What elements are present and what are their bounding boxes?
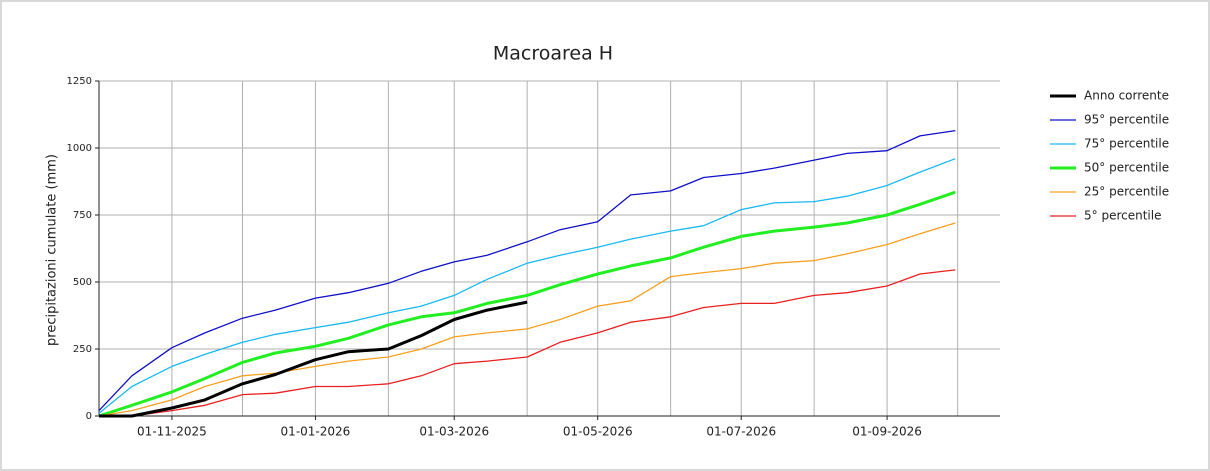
y-tick-label: 0 xyxy=(86,411,92,422)
y-tick-label: 500 xyxy=(73,277,92,288)
x-tick-label: 01-07-2026 xyxy=(706,425,776,439)
x-tick-label: 01-01-2026 xyxy=(281,425,351,439)
y-tick-label: 1000 xyxy=(67,143,92,154)
y-tick-label: 250 xyxy=(73,344,92,355)
legend-label: 75° percentile xyxy=(1084,137,1169,151)
series-line xyxy=(99,300,528,418)
series-line xyxy=(98,158,956,414)
legend-label: 50° percentile xyxy=(1084,161,1169,175)
series-line xyxy=(99,269,956,417)
series-line xyxy=(98,190,956,418)
legend-label: 5° percentile xyxy=(1084,209,1161,223)
x-tick-label: 01-03-2026 xyxy=(419,425,489,439)
y-tick-label: 1250 xyxy=(67,76,92,87)
legend-label: 95° percentile xyxy=(1084,113,1169,127)
y-tick-label: 750 xyxy=(73,210,92,221)
x-tick-label: 01-11-2025 xyxy=(137,425,207,439)
chart-title: Macroarea H xyxy=(493,43,613,65)
legend-label: 25° percentile xyxy=(1084,185,1169,199)
x-tick-label: 01-09-2026 xyxy=(852,425,922,439)
x-tick-label: 01-05-2026 xyxy=(563,425,633,439)
legend-label: Anno corrente xyxy=(1084,89,1169,103)
series-line xyxy=(98,222,956,417)
series-line xyxy=(98,129,956,412)
y-axis-label: precipitazioni cumulate (mm) xyxy=(45,154,60,346)
